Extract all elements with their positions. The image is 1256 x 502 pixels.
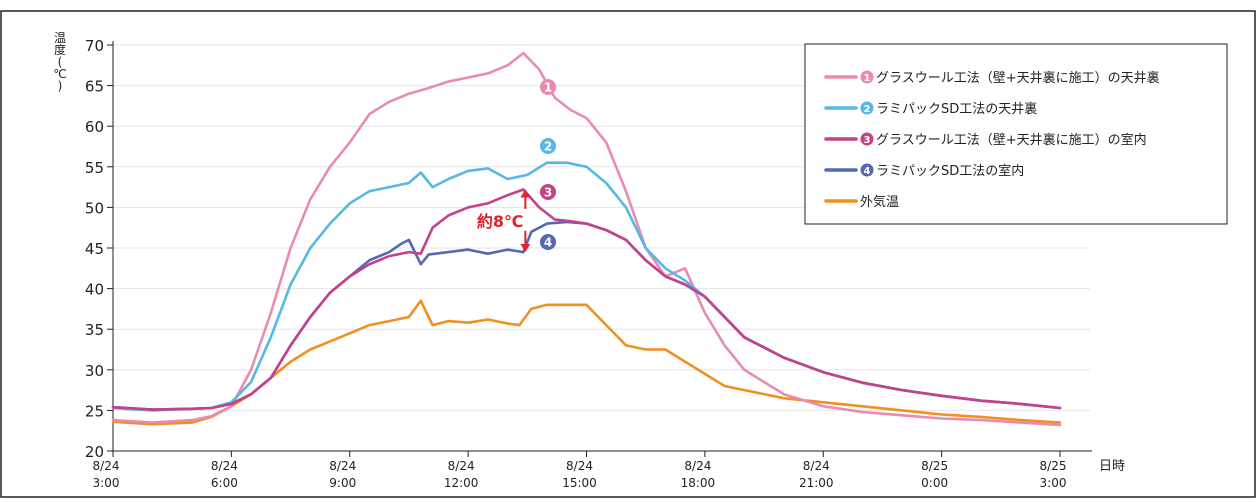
series-marker-label: 2 — [544, 140, 552, 154]
x-tick-date: 8/24 — [566, 459, 593, 473]
x-tick-date: 8/25 — [921, 459, 948, 473]
legend-label: グラスウール工法（壁+天井裏に施工）の天井裏 — [876, 71, 1160, 86]
x-tick-time: 6:00 — [211, 476, 238, 490]
x-tick-date: 8/24 — [684, 459, 711, 473]
series-marker-label: 4 — [544, 236, 552, 250]
difference-annotation: 約8℃ — [477, 189, 531, 253]
series-marker-circle — [540, 234, 556, 250]
x-tick-date: 8/24 — [448, 459, 475, 473]
legend-box — [804, 43, 1228, 225]
x-tick-time: 12:00 — [444, 476, 479, 490]
legend-label: 外気温 — [860, 194, 899, 210]
series-marker-circle — [540, 184, 556, 200]
y-tick-label: 25 — [85, 402, 104, 420]
x-tick-date: 8/24 — [329, 459, 356, 473]
legend-marker-label: 1 — [864, 73, 871, 84]
legend-label: ラミパックSD工法の天井裏 — [876, 102, 1037, 117]
x-axis-title: 日時 — [1099, 459, 1125, 474]
y-axis-title-char: ) — [58, 79, 63, 93]
legend-marker-circle — [860, 70, 874, 84]
y-tick-label: 60 — [85, 118, 104, 136]
x-tick-time: 3:00 — [1040, 476, 1067, 490]
series-markers: 1 2 3 4 — [540, 79, 556, 250]
legend: 1 グラスウール工法（壁+天井裏に施工）の天井裏 2 ラミパックSD工法の天井裏 3 グラ… — [804, 43, 1228, 225]
y-tick-label: 40 — [85, 281, 104, 299]
y-tick-label: 65 — [85, 78, 104, 96]
series-line-1 — [111, 51, 1062, 427]
x-tick-time: 3:00 — [93, 476, 120, 490]
y-tick-label: 35 — [85, 321, 104, 339]
x-tick-time: 9:00 — [329, 476, 356, 490]
series-lines — [111, 51, 1062, 427]
legend-marker-label: 2 — [864, 104, 871, 115]
legend-label: ラミパックSD工法の室内 — [876, 163, 1024, 179]
y-axis-title: 温度(℃) — [53, 31, 66, 93]
series-marker-circle — [540, 138, 556, 154]
legend-marker-label: 4 — [864, 166, 871, 177]
x-tick-time: 18:00 — [681, 476, 716, 490]
y-axis-title-char: ( — [58, 55, 63, 69]
y-axis-title-char: 度 — [54, 42, 66, 57]
y-tick-label: 20 — [85, 443, 104, 461]
arrow-up-head — [520, 189, 531, 198]
legend-marker-label: 3 — [864, 135, 871, 146]
arrow-down-head — [520, 244, 531, 253]
axes: 20 25 30 35 40 45 50 55 60 65 70 8/24 3:00 8/24 6:00 8/… — [85, 37, 1092, 490]
difference-label: 約8℃ — [477, 212, 524, 231]
series-line-3 — [111, 188, 1062, 411]
y-tick-label: 50 — [85, 199, 104, 217]
legend-marker-circle — [860, 132, 874, 146]
series-marker-circle — [540, 79, 556, 95]
x-tick-time: 15:00 — [562, 476, 597, 490]
legend-marker-circle — [860, 163, 874, 177]
series-marker-label: 3 — [544, 186, 552, 200]
y-axis-title-char: ℃ — [53, 67, 66, 81]
x-tick-date: 8/24 — [803, 459, 830, 473]
series-marker-label: 1 — [544, 81, 552, 95]
legend-label: グラスウール工法（壁+天井裏に施工）の室内 — [876, 132, 1147, 148]
y-tick-label: 70 — [85, 37, 104, 55]
y-tick-label: 30 — [85, 362, 104, 380]
x-tick-date: 8/24 — [93, 459, 120, 473]
x-tick-time: 0:00 — [921, 476, 948, 490]
legend-marker-circle — [860, 101, 874, 115]
x-tick-time: 21:00 — [799, 476, 834, 490]
x-tick-date: 8/25 — [1040, 459, 1067, 473]
x-tick-date: 8/24 — [211, 459, 238, 473]
y-tick-label: 45 — [85, 240, 104, 258]
y-axis-title-char: 温 — [54, 31, 66, 45]
y-tick-label: 55 — [85, 159, 104, 177]
